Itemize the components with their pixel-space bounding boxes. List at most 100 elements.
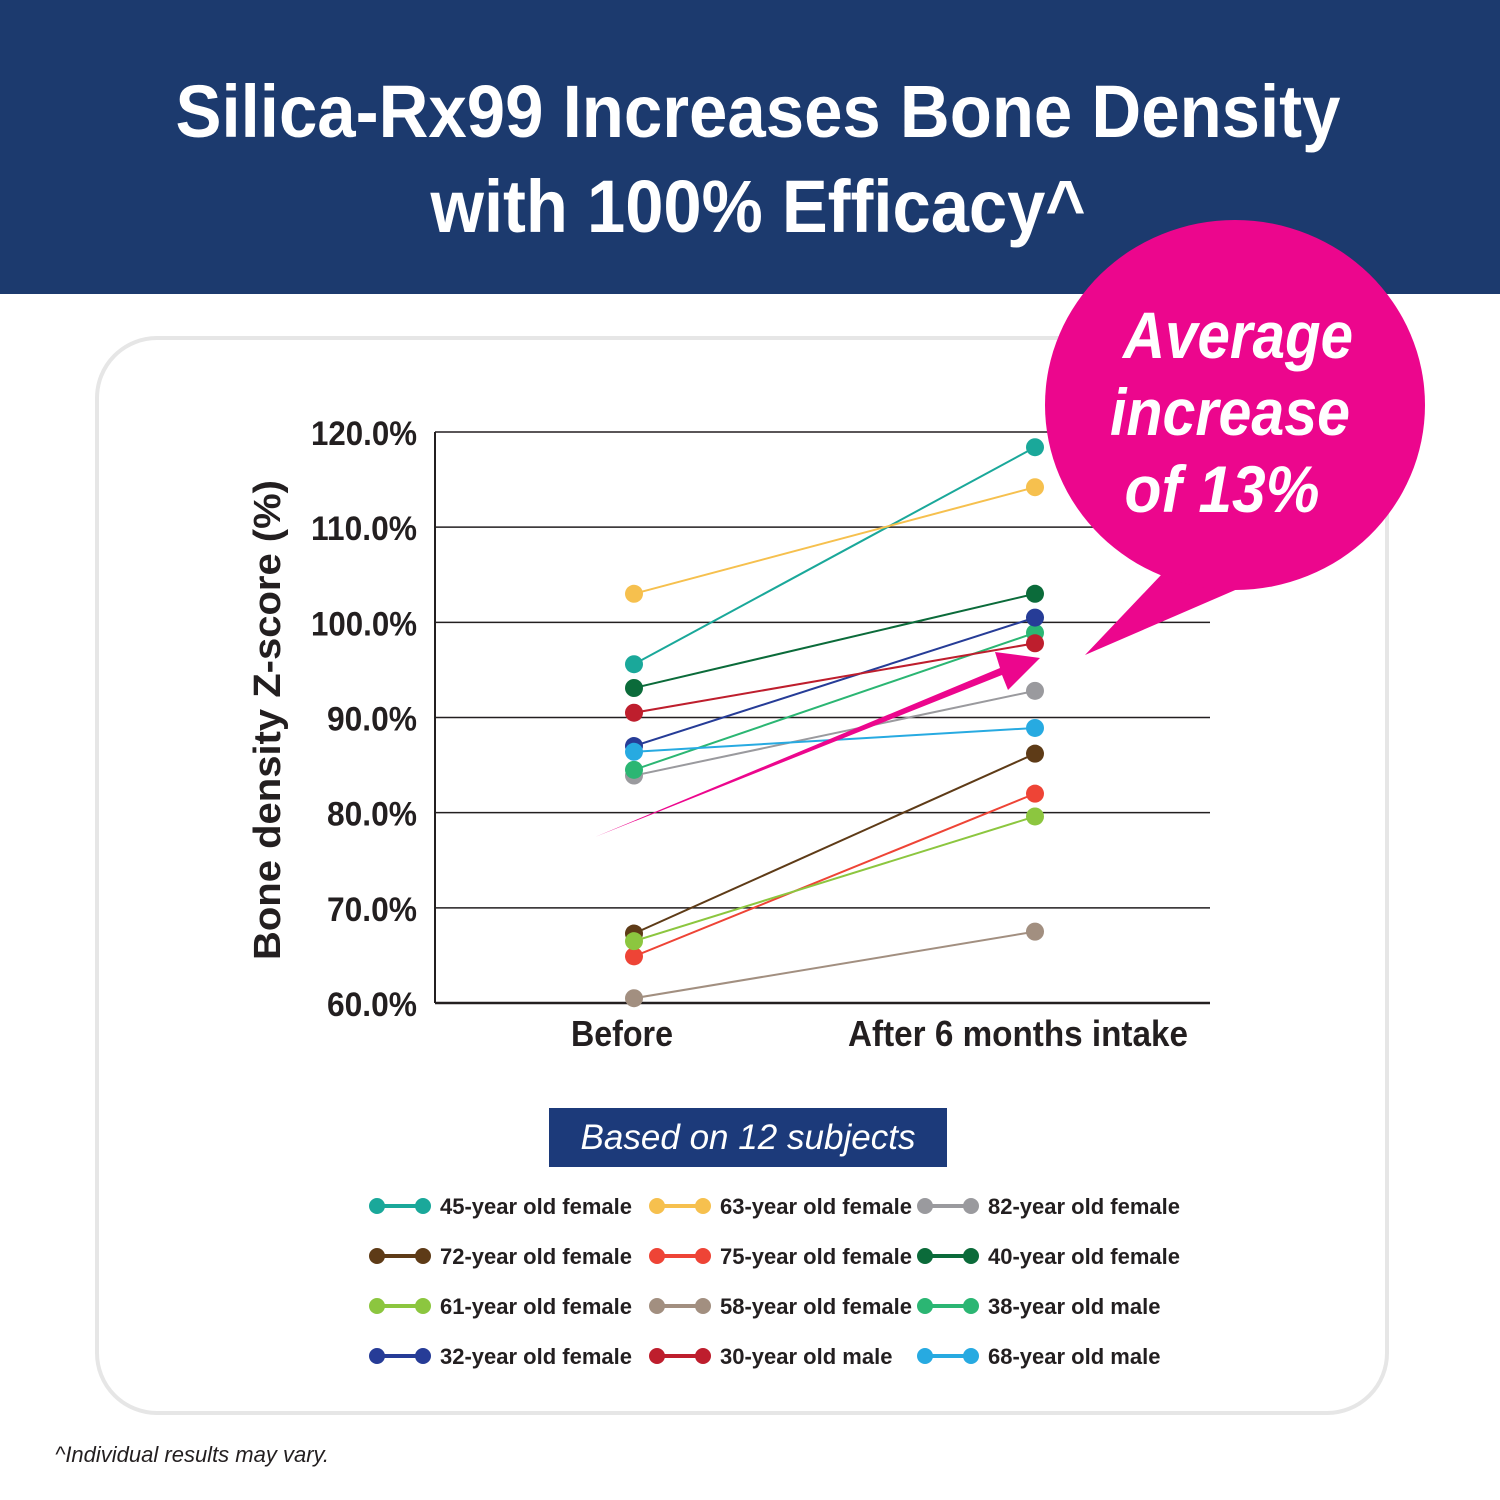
data-point [1026,718,1044,737]
legend-label: 30-year old male [720,1344,892,1369]
legend-label: 38-year old male [988,1294,1160,1319]
series-line [633,616,1036,748]
series-line [633,486,1036,595]
data-point [625,655,643,674]
y-tick-label: 70.0% [327,891,417,929]
data-point [1026,784,1044,803]
series-line [633,930,1036,1000]
legend-swatch-dot [917,1198,933,1214]
legend-label: 82-year old female [988,1194,1180,1219]
legend-swatch-dot [917,1248,933,1264]
series-lines [625,438,1044,1008]
legend-swatch-dot [695,1198,711,1214]
legend-swatch-dot [963,1348,979,1364]
legend-item: 32-year old female [369,1344,632,1369]
y-tick-label: 90.0% [327,701,417,739]
data-point [1026,478,1044,497]
y-tick-label: 80.0% [327,796,417,834]
legend-swatch-dot [917,1348,933,1364]
series-40-year-old-female [625,584,1044,697]
series-75-year-old-female [625,784,1044,966]
subjects-badge-text: Based on 12 subjects [581,1118,916,1157]
series-line [633,642,1036,714]
legend-item: 68-year old male [917,1344,1160,1369]
data-point [1026,744,1044,763]
legend-item: 45-year old female [369,1194,632,1219]
x-tick-before: Before [571,1013,673,1054]
series-line [633,815,1036,943]
legend-swatch-dot [695,1248,711,1264]
footnote: ^Individual results may vary. [55,1442,329,1467]
title-line-2: with 100% Efficacy^ [430,165,1086,248]
title-line-1: Silica-Rx99 Increases Bone Density [176,70,1341,153]
data-point [1026,438,1044,457]
legend-swatch-dot [415,1298,431,1314]
chart-card [95,336,1389,1415]
legend-swatch-dot [963,1198,979,1214]
data-point [625,703,643,722]
legend-swatch-dot [695,1348,711,1364]
legend-item: 38-year old male [917,1294,1160,1319]
legend-swatch-dot [369,1198,385,1214]
legend-swatch-dot [649,1348,665,1364]
data-point [1026,608,1044,627]
x-tick-after: After 6 months intake [848,1013,1188,1054]
series-line [633,446,1036,666]
average-arrow [595,652,1040,837]
series-line [633,689,1036,777]
legend-item: 30-year old male [649,1344,892,1369]
legend-item: 61-year old female [369,1294,632,1319]
legend-item: 82-year old female [917,1194,1180,1219]
series-45-year-old-female [625,438,1044,674]
legend-label: 32-year old female [440,1344,632,1369]
data-point [1026,807,1044,826]
legend-swatch-dot [649,1198,665,1214]
legend-item: 63-year old female [649,1194,912,1219]
legend-label: 45-year old female [440,1194,632,1219]
y-tick-label: 110.0% [311,510,417,548]
callout-line-1: Average [1121,298,1353,372]
legend-label: 75-year old female [720,1244,912,1269]
legend-label: 61-year old female [440,1294,632,1319]
legend-swatch-dot [369,1298,385,1314]
legend-swatch-dot [963,1248,979,1264]
legend: 45-year old female 63-year old female 82-y… [369,1194,1180,1369]
legend-swatch-dot [415,1198,431,1214]
y-axis-label: Bone density Z-score (%) [247,480,289,960]
series-30-year-old-male [625,634,1044,722]
legend-label: 63-year old female [720,1194,912,1219]
data-point [1026,922,1044,941]
legend-swatch-dot [415,1348,431,1364]
data-point [1026,634,1044,653]
y-tick-label: 60.0% [327,986,417,1024]
legend-label: 68-year old male [988,1344,1160,1369]
y-tick-label: 100.0% [311,605,417,643]
data-point [625,947,643,966]
legend-swatch-dot [963,1298,979,1314]
legend-swatch-dot [649,1248,665,1264]
data-point [625,932,643,951]
data-point [625,742,643,761]
legend-swatch-dot [369,1348,385,1364]
legend-item: 40-year old female [917,1244,1180,1269]
callout-line-2: increase [1110,375,1350,449]
data-point [625,760,643,779]
legend-swatch-dot [649,1298,665,1314]
series-line [633,752,1036,935]
series-line [633,792,1036,958]
data-point [625,584,643,603]
data-point [625,678,643,697]
legend-label: 40-year old female [988,1244,1180,1269]
legend-label: 72-year old female [440,1244,632,1269]
callout-bubble [1045,220,1425,590]
series-61-year-old-female [625,807,1044,951]
legend-swatch-dot [695,1298,711,1314]
data-point [625,989,643,1008]
y-tick-label: 120.0% [311,415,417,453]
callout-line-3: of 13% [1125,452,1320,526]
legend-item: 58-year old female [649,1294,912,1319]
data-point [1026,681,1044,700]
legend-swatch-dot [369,1248,385,1264]
data-point [1026,584,1044,603]
